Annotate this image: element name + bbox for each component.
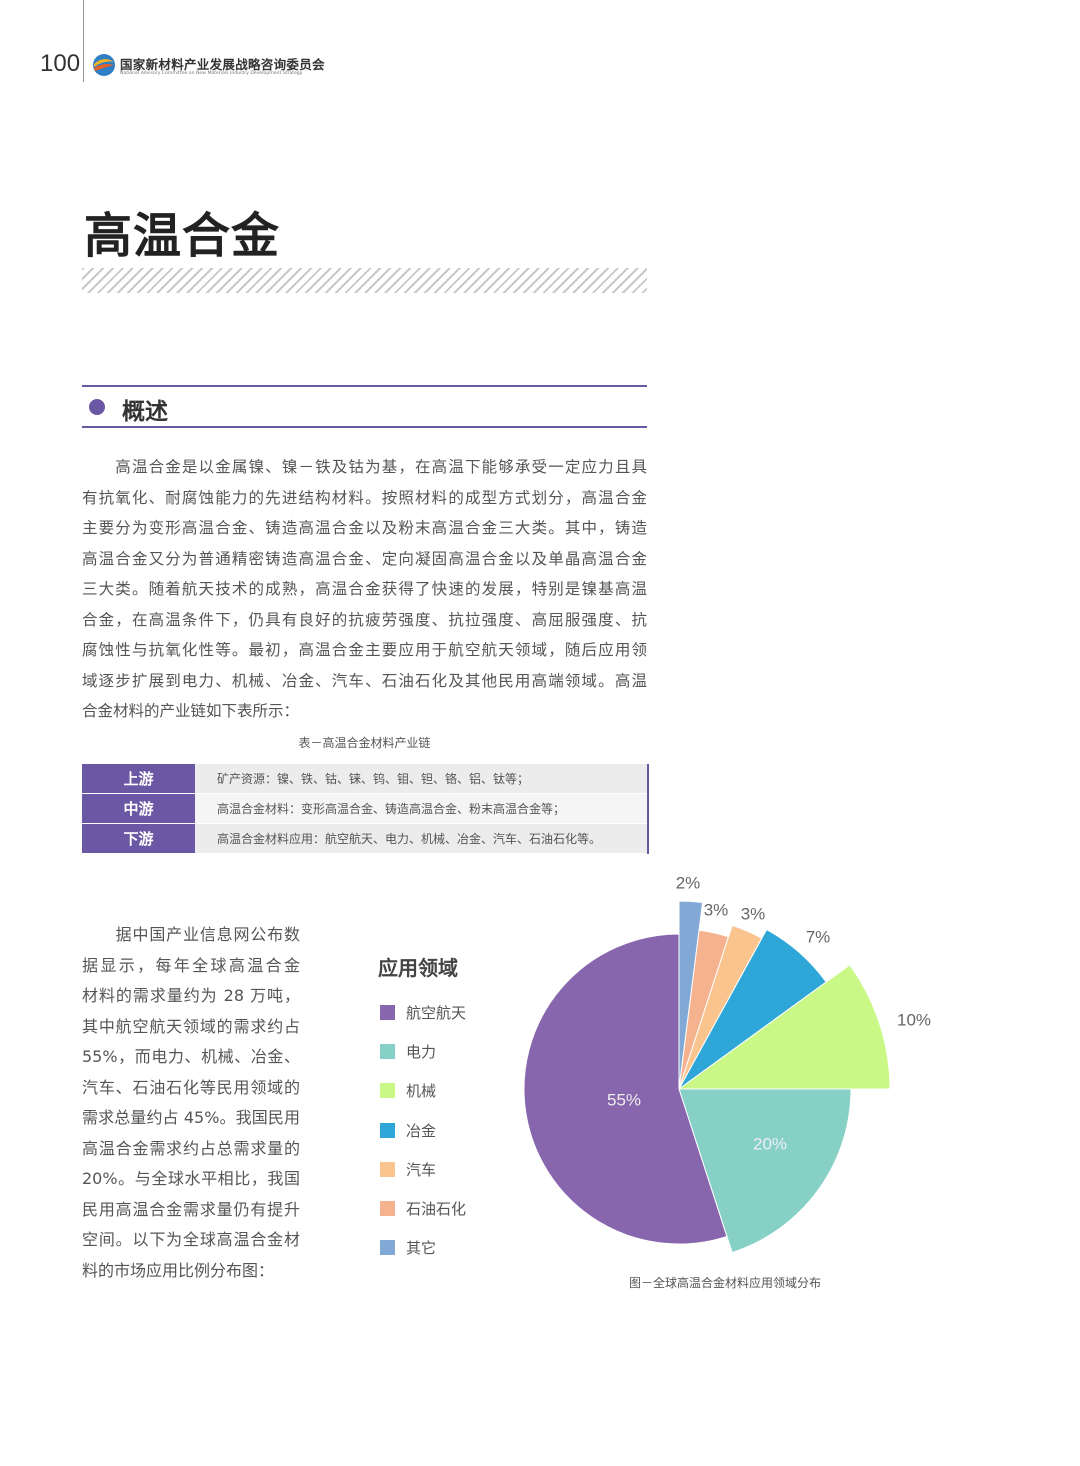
legend-swatch xyxy=(380,1201,395,1216)
legend-label: 机械 xyxy=(406,1082,437,1101)
section-bullet-icon xyxy=(89,399,105,415)
hatch-divider xyxy=(82,268,647,293)
org-name-cn: 国家新材料产业发展战略咨询委员会 xyxy=(120,57,325,72)
text-line: 汽车、石油石化等民用领域的 xyxy=(82,1077,300,1097)
content-cell: 高温合金材料应用：航空航天、电力、机械、冶金、汽车、石油石化等。 xyxy=(195,824,647,853)
legend-swatch xyxy=(380,1083,395,1099)
slice-label: 2% xyxy=(676,873,701,892)
slice-label: 3% xyxy=(741,904,766,923)
text-line: 腐蚀性与抗氧化性等。最初，高温合金主要应用于航空航天领域，随后应用领 xyxy=(82,641,647,659)
text-line: 高温合金需求约占总需求量的 xyxy=(82,1138,300,1158)
stage-cell: 下游 xyxy=(82,824,195,853)
text-line: 据中国产业信息网公布数 xyxy=(82,925,300,944)
text-line: 合金材料的产业链如下表所示： xyxy=(82,702,300,720)
text-line: 料的市场应用比例分布图： xyxy=(82,1260,275,1280)
section-rule-top xyxy=(82,385,647,387)
text-line: 高温合金是以金属镍、镍－铁及钴为基，在高温下能够承受一定应力且具 xyxy=(82,458,647,476)
legend-label: 其它 xyxy=(406,1239,437,1258)
legend-item: 冶金 xyxy=(380,1120,436,1141)
figure-caption: 图－全球高温合金材料应用领域分布 xyxy=(628,1276,821,1290)
text-line: 需求总量约占 45%。我国民用 xyxy=(82,1108,300,1127)
text-line: 合金，在高温条件下，仍具有良好的抗疲劳强度、抗拉强度、高屈服强度、抗 xyxy=(82,610,647,629)
legend-label: 航空航天 xyxy=(406,1004,467,1022)
pie-slice-机械 xyxy=(677,964,891,1090)
pie-slice-电力 xyxy=(678,1088,852,1254)
table-row: 下游 高温合金材料应用：航空航天、电力、机械、冶金、汽车、石油石化等。 xyxy=(82,824,647,853)
intro-paragraph: 高温合金是以金属镍、镍－铁及钴为基，在高温下能够承受一定应力且具 有抗氧化、耐腐蚀… xyxy=(82,452,647,727)
slice-label: 3% xyxy=(704,900,729,919)
slice-label: 20% xyxy=(753,1134,787,1153)
text-line: 空间。以下为全球高温合金材 xyxy=(82,1230,300,1249)
text-line: 高温合金又分为普通精密铸造高温合金、定向凝固高温合金以及单晶高温合金 xyxy=(82,549,647,568)
legend-item: 机械 xyxy=(380,1080,436,1101)
legend-title: 应用领域 xyxy=(378,956,458,980)
market-paragraph: 据中国产业信息网公布数 据显示，每年全球高温合金 材料的需求量约为 28 万吨， 其中… xyxy=(82,920,300,1286)
legend-swatch xyxy=(380,1044,395,1060)
section-rule-bottom xyxy=(82,426,647,428)
text-line: 民用高温合金需求量仍有提升 xyxy=(82,1199,300,1219)
pie-slice-航空航天 xyxy=(523,933,728,1245)
legend-label: 石油石化 xyxy=(406,1200,467,1218)
stage-cell: 中游 xyxy=(82,794,195,823)
text-line: 55%，而电力、机械、冶金、 xyxy=(82,1047,300,1066)
slice-label: 55% xyxy=(607,1090,641,1109)
text-line: 据显示，每年全球高温合金 xyxy=(82,955,300,975)
header-divider xyxy=(83,0,84,82)
table-caption: 表－高温合金材料产业链 xyxy=(298,736,431,750)
slice-label: 10% xyxy=(897,1010,931,1029)
stage-cell: 上游 xyxy=(82,764,195,793)
text-line: 其中航空航天领域的需求约占 xyxy=(82,1016,300,1036)
text-line: 有抗氧化、耐腐蚀能力的先进结构材料。按照材料的成型方式划分，高温合金 xyxy=(82,488,647,507)
text-line: 20%。与全球水平相比，我国 xyxy=(82,1169,300,1188)
legend-swatch xyxy=(380,1161,395,1177)
content-cell: 矿产资源：镍、铁、钴、铼、钨、钼、钽、铬、铝、钛等； xyxy=(195,764,647,793)
text-line: 三大类。随着航天技术的成熟，高温合金获得了快速的发展，特别是镍基高温 xyxy=(82,580,647,598)
org-logo-icon xyxy=(93,54,115,76)
legend-item: 电力 xyxy=(380,1041,436,1062)
text-line: 域逐步扩展到电力、机械、冶金、汽车、石油石化及其他民用高端领域。高温 xyxy=(82,671,647,690)
table-row: 中游 高温合金材料：变形高温合金、铸造高温合金、粉末高温合金等； xyxy=(82,794,647,823)
content-cell: 高温合金材料：变形高温合金、铸造高温合金、粉末高温合金等； xyxy=(195,794,647,823)
legend-label: 汽车 xyxy=(406,1160,437,1179)
text-line: 材料的需求量约为 28 万吨， xyxy=(82,986,300,1005)
page-number: 100 xyxy=(40,50,81,77)
legend-label: 冶金 xyxy=(406,1121,437,1140)
org-name-en: National Advisory Committee on New Mater… xyxy=(120,71,303,76)
slice-label: 7% xyxy=(806,927,831,946)
legend-swatch xyxy=(380,1122,395,1138)
legend-item: 航空航天 xyxy=(380,1002,466,1023)
text-line: 主要分为变形高温合金、铸造高温合金以及粉末高温合金三大类。其中，铸造 xyxy=(82,519,647,537)
legend-item: 石油石化 xyxy=(380,1198,466,1219)
industry-chain-table: 上游 矿产资源：镍、铁、钴、铼、钨、钼、钽、铬、铝、钛等； 中游 高温合金材料：变形… xyxy=(82,764,649,854)
legend-swatch xyxy=(380,1240,395,1256)
legend-label: 电力 xyxy=(406,1043,437,1062)
legend-item: 其它 xyxy=(380,1237,436,1258)
table-row: 上游 矿产资源：镍、铁、钴、铼、钨、钼、钽、铬、铝、钛等； xyxy=(82,764,647,793)
legend-swatch xyxy=(380,1005,395,1020)
page-title: 高温合金 xyxy=(84,208,281,264)
section-title: 概述 xyxy=(122,399,168,425)
legend-item: 汽车 xyxy=(380,1159,436,1180)
